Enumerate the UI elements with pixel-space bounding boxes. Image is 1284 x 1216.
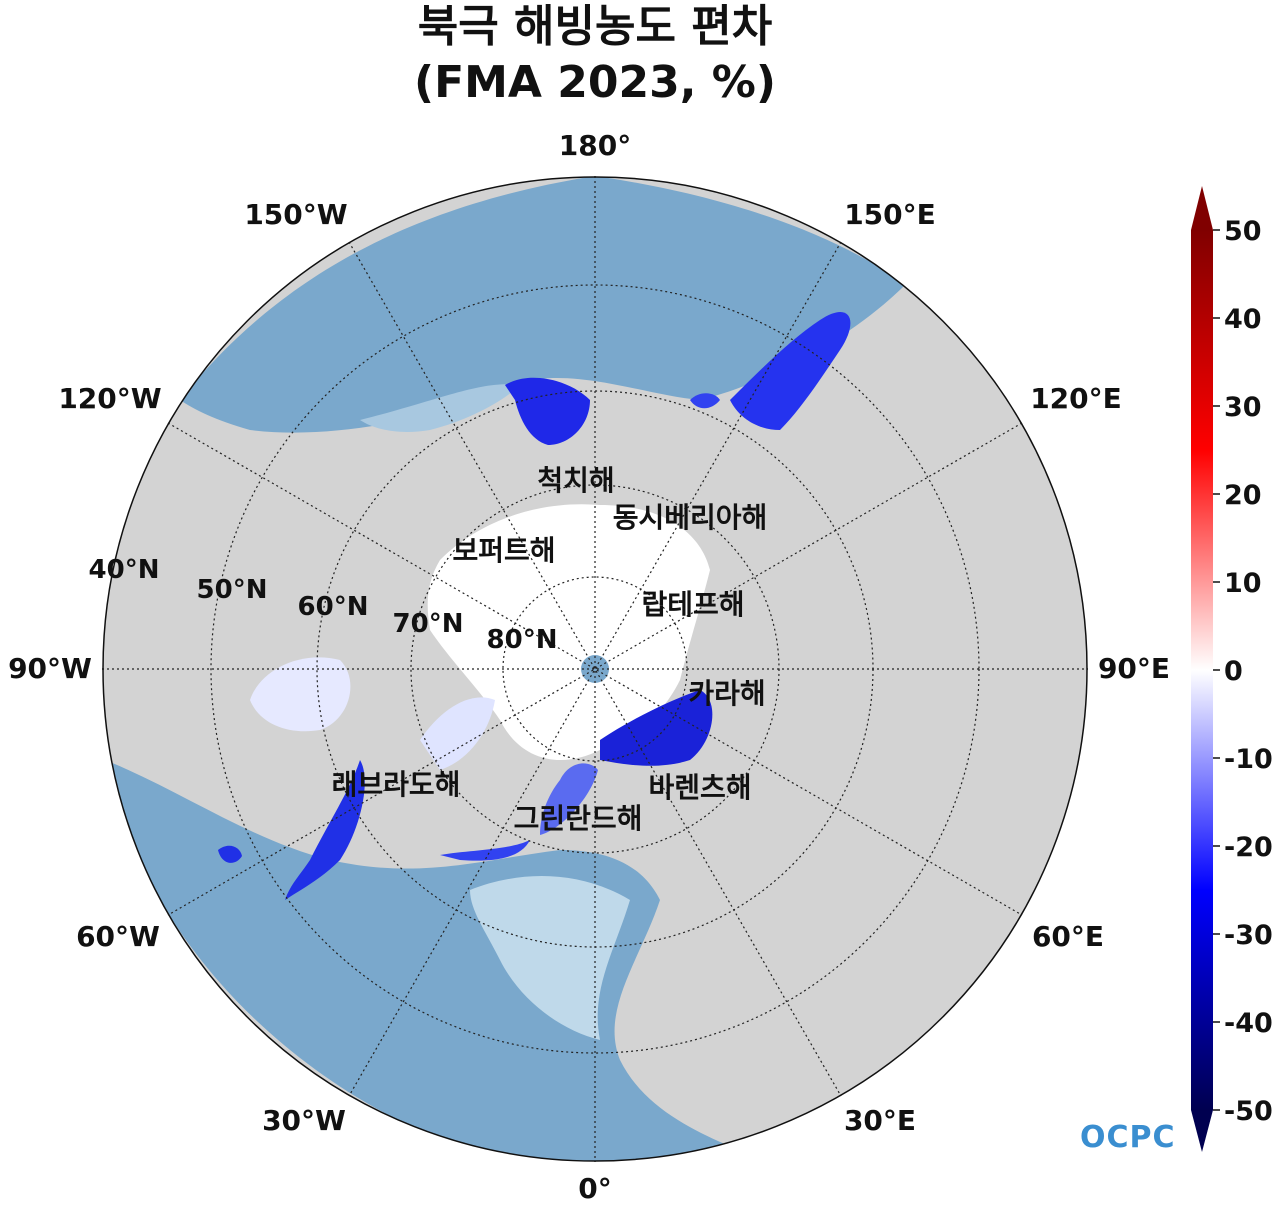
sea-label-greenland: 그린란드해 xyxy=(514,802,643,835)
colorbar-tick: -10 xyxy=(1224,744,1273,775)
colorbar-tick: 30 xyxy=(1224,392,1262,423)
anomaly-okhotsk xyxy=(730,311,851,430)
colorbar-tick: -20 xyxy=(1224,832,1273,863)
colorbar: 50 40 30 20 10 0 -10 -20 -30 -40 -50 xyxy=(1191,186,1273,1152)
lon-label-0: 0° xyxy=(578,1172,611,1205)
colorbar-tick: 10 xyxy=(1224,568,1262,599)
pole-hole xyxy=(581,655,609,683)
colorbar-extend-max xyxy=(1191,186,1213,230)
lat-label-80n: 80°N xyxy=(487,625,558,655)
lon-label-180: 180° xyxy=(559,129,631,162)
graticule xyxy=(102,176,1088,1162)
lon-label-90w: 90°W xyxy=(8,652,92,685)
map-title: 북극 해빙농도 편차 xyxy=(417,1,773,52)
sea-label-kara: 카라해 xyxy=(688,677,765,710)
anomaly-labrador xyxy=(285,760,365,900)
atlantic-ocean xyxy=(105,760,760,1161)
lon-label-150w: 150°W xyxy=(244,198,347,231)
lon-label-120e: 120°E xyxy=(1030,382,1122,415)
colorbar-tick: 40 xyxy=(1224,304,1262,335)
lon-label-120w: 120°W xyxy=(58,382,161,415)
colorbar-extend-min xyxy=(1191,1110,1213,1152)
sea-label-east-siberian: 동시베리아해 xyxy=(613,501,768,534)
colorbar-tick: 20 xyxy=(1224,480,1262,511)
colorbar-tick: -30 xyxy=(1224,920,1273,951)
sea-label-beaufort: 보퍼트해 xyxy=(452,534,555,567)
sea-label-barents: 바렌츠해 xyxy=(648,771,751,804)
map-boundary xyxy=(102,176,1088,1162)
lon-label-150e: 150°E xyxy=(844,198,936,231)
colorbar-tick: 50 xyxy=(1224,216,1262,247)
lon-label-60w: 60°W xyxy=(76,920,160,953)
colorbar-tick: -50 xyxy=(1224,1096,1273,1127)
arctic-ice xyxy=(427,504,710,760)
lon-label-30e: 30°E xyxy=(844,1104,916,1137)
hudson-bay xyxy=(250,657,351,732)
lat-label-40n: 40°N xyxy=(89,555,160,585)
colorbar-gradient xyxy=(1191,230,1213,1110)
lat-label-60n: 60°N xyxy=(298,592,369,622)
map-subtitle: (FMA 2023, %) xyxy=(413,57,776,108)
sea-label-laptev: 랍테프해 xyxy=(641,588,744,621)
lon-label-30w: 30°W xyxy=(262,1104,346,1137)
colorbar-tick: -40 xyxy=(1224,1008,1273,1039)
anomaly-barents-kara xyxy=(600,690,713,766)
lon-label-60e: 60°E xyxy=(1032,920,1104,953)
ocpc-logo: OCPC xyxy=(1080,1120,1176,1155)
sea-label-labrador: 래브라도해 xyxy=(332,768,461,801)
lon-label-90e: 90°E xyxy=(1098,652,1170,685)
lat-label-70n: 70°N xyxy=(393,609,464,639)
pacific-ocean xyxy=(180,177,905,433)
lat-label-50n: 50°N xyxy=(197,575,268,605)
anomaly-chukchi xyxy=(505,377,590,445)
sea-label-chukchi: 척치해 xyxy=(537,464,614,497)
colorbar-tick: 0 xyxy=(1224,656,1243,687)
